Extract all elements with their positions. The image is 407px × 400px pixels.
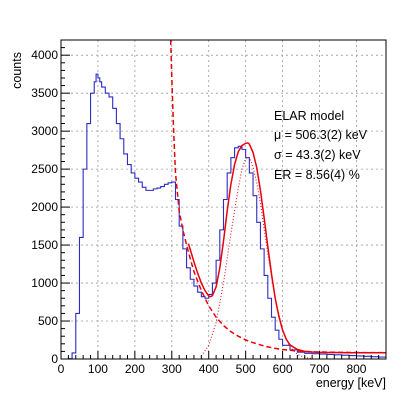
x-tick-label: 300 — [162, 362, 182, 376]
x-tick-label: 400 — [199, 362, 219, 376]
ticks: 0 100 200 300 400 500 600 700 800 0 500 1000 1500 200… — [31, 39, 387, 376]
y-tick-label: 500 — [38, 314, 58, 328]
y-tick-label: 0 — [51, 352, 58, 366]
fit-annotations: ELAR model μ = 506.3(2) keV σ = 43.3(2) … — [274, 109, 368, 182]
y-tick-label: 1000 — [31, 276, 58, 290]
grid — [61, 40, 386, 359]
y-tick-label: 2500 — [31, 162, 58, 176]
x-tick-label: 0 — [58, 362, 65, 376]
x-tick-label: 500 — [236, 362, 256, 376]
x-tick-label: 800 — [346, 362, 366, 376]
y-axis-title: counts — [10, 52, 24, 89]
x-tick-label: 100 — [88, 362, 108, 376]
series-layer — [61, 40, 386, 359]
x-tick-label: 200 — [125, 362, 145, 376]
x-tick-label: 600 — [273, 362, 293, 376]
x-axis-title: energy [keV] — [316, 376, 386, 390]
y-tick-label: 3500 — [31, 86, 58, 100]
y-tick-label: 4000 — [31, 48, 58, 62]
y-tick-label: 3000 — [31, 124, 58, 138]
annotation-er: ER = 8.56(4) % — [274, 168, 360, 182]
y-tick-label: 1500 — [31, 238, 58, 252]
annotation-model: ELAR model — [274, 109, 344, 123]
annotation-mu: μ = 506.3(2) keV — [274, 128, 368, 142]
series-dotted-line — [200, 156, 313, 359]
series-dashed-line — [169, 40, 386, 354]
x-tick-label: 700 — [310, 362, 330, 376]
annotation-sigma: σ = 43.3(2) keV — [274, 148, 361, 162]
y-tick-label: 2000 — [31, 200, 58, 214]
